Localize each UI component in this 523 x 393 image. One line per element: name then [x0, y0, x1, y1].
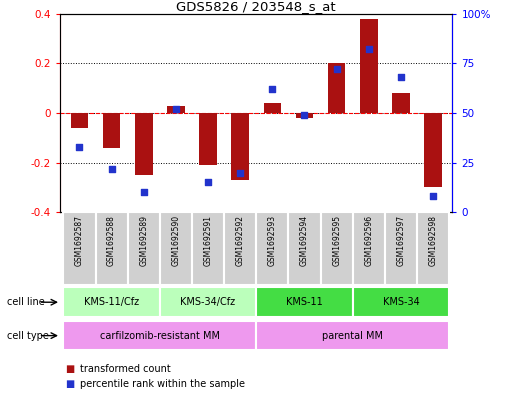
Text: GSM1692588: GSM1692588 — [107, 215, 116, 266]
Text: GSM1692596: GSM1692596 — [365, 215, 373, 266]
Text: GSM1692594: GSM1692594 — [300, 215, 309, 266]
Bar — [256, 287, 353, 317]
Bar — [392, 93, 410, 113]
Point — [333, 66, 341, 72]
Text: GSM1692592: GSM1692592 — [236, 215, 245, 266]
Text: carfilzomib-resistant MM: carfilzomib-resistant MM — [100, 331, 220, 341]
Bar — [295, 113, 313, 118]
Point — [204, 179, 212, 185]
Bar — [160, 212, 192, 285]
Text: GSM1692591: GSM1692591 — [203, 215, 212, 266]
Bar — [224, 212, 256, 285]
Text: GSM1692593: GSM1692593 — [268, 215, 277, 266]
Point — [140, 189, 148, 195]
Bar — [353, 287, 449, 317]
Text: ■: ■ — [65, 379, 75, 389]
Bar — [160, 287, 256, 317]
Bar — [199, 113, 217, 165]
Bar — [360, 19, 378, 113]
Bar — [417, 212, 449, 285]
Text: KMS-11: KMS-11 — [286, 297, 323, 307]
Text: cell type: cell type — [7, 331, 49, 341]
Point — [75, 143, 84, 150]
Text: percentile rank within the sample: percentile rank within the sample — [80, 379, 245, 389]
Bar — [256, 212, 288, 285]
Text: KMS-11/Cfz: KMS-11/Cfz — [84, 297, 139, 307]
Bar — [192, 212, 224, 285]
Text: GSM1692597: GSM1692597 — [396, 215, 405, 266]
Bar — [353, 212, 385, 285]
Point — [429, 193, 437, 200]
Text: KMS-34: KMS-34 — [383, 297, 419, 307]
Bar — [264, 103, 281, 113]
Text: ■: ■ — [65, 364, 75, 374]
Bar — [135, 113, 153, 175]
Point — [268, 86, 277, 92]
Bar — [167, 106, 185, 113]
Text: GSM1692587: GSM1692587 — [75, 215, 84, 266]
Text: cell line: cell line — [7, 297, 44, 307]
Text: GSM1692590: GSM1692590 — [172, 215, 180, 266]
Text: GSM1692595: GSM1692595 — [332, 215, 341, 266]
Bar — [63, 287, 160, 317]
Bar — [321, 212, 353, 285]
Bar — [103, 113, 120, 148]
Point — [172, 106, 180, 112]
Point — [365, 46, 373, 53]
Bar — [256, 321, 449, 351]
Point — [236, 169, 244, 176]
Bar — [128, 212, 160, 285]
Text: GSM1692589: GSM1692589 — [139, 215, 148, 266]
Text: parental MM: parental MM — [322, 331, 383, 341]
Point — [107, 165, 116, 172]
Title: GDS5826 / 203548_s_at: GDS5826 / 203548_s_at — [176, 0, 336, 13]
Bar — [96, 212, 128, 285]
Point — [397, 74, 405, 81]
Text: GSM1692598: GSM1692598 — [429, 215, 438, 266]
Bar — [231, 113, 249, 180]
Bar — [385, 212, 417, 285]
Point — [300, 112, 309, 118]
Bar — [288, 212, 321, 285]
Bar — [424, 113, 442, 187]
Bar — [328, 63, 346, 113]
Text: transformed count: transformed count — [80, 364, 171, 374]
Bar — [63, 212, 96, 285]
Bar — [63, 321, 256, 351]
Bar — [71, 113, 88, 128]
Text: KMS-34/Cfz: KMS-34/Cfz — [180, 297, 235, 307]
